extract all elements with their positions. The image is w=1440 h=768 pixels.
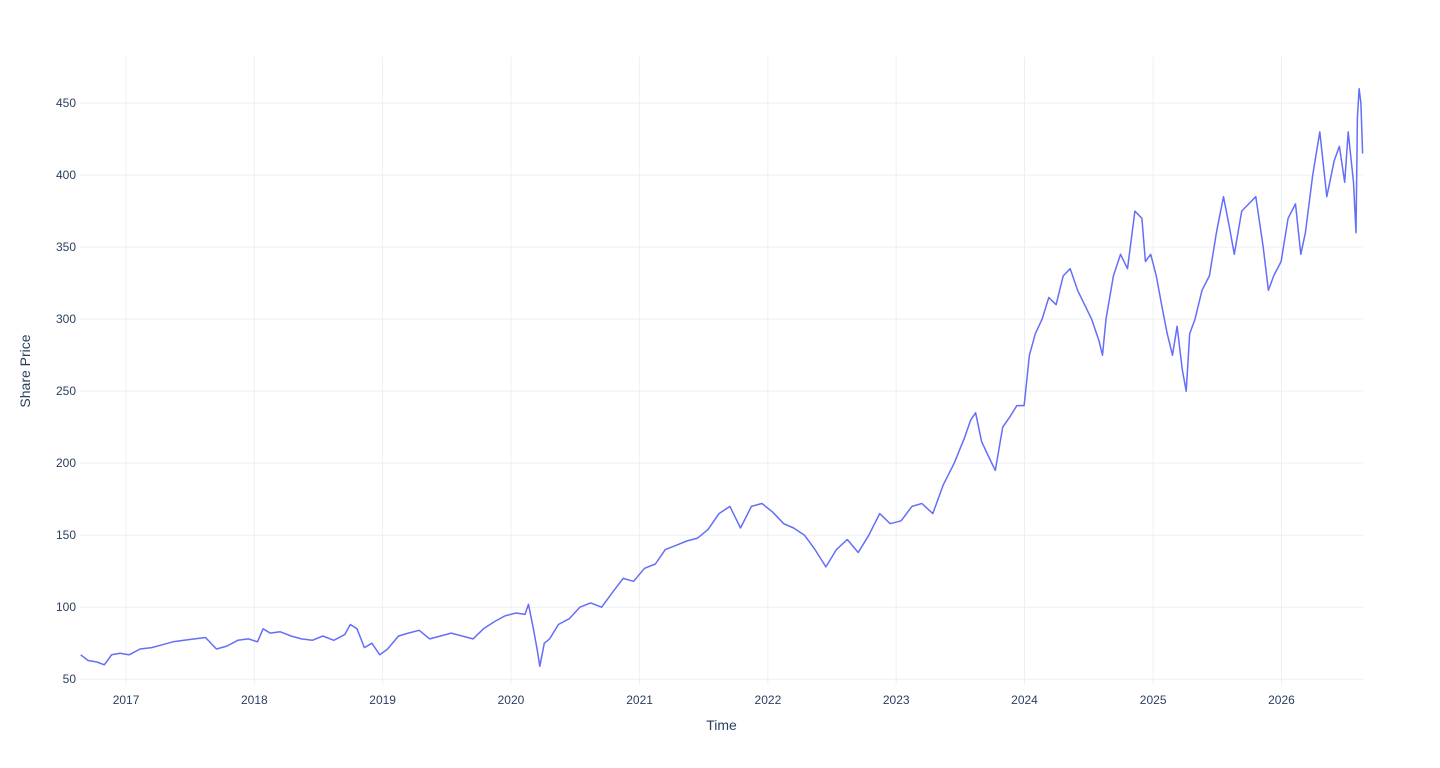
series-layer — [80, 87, 1364, 668]
y-tick-label: 250 — [56, 384, 76, 398]
x-tick-label: 2021 — [626, 693, 653, 707]
y-tick-label: 450 — [56, 96, 76, 110]
y-tick-label: 300 — [56, 312, 76, 326]
x-tick-label: 2018 — [241, 693, 268, 707]
x-tick-label: 2025 — [1140, 693, 1167, 707]
y-axis-title: Share Price — [17, 334, 33, 407]
x-tick-label: 2020 — [498, 693, 525, 707]
x-tick-label: 2017 — [113, 693, 140, 707]
series-line — [80, 87, 1364, 668]
y-tick-label: 150 — [56, 528, 76, 542]
y-tick-label: 350 — [56, 240, 76, 254]
y-tick-label: 100 — [56, 600, 76, 614]
x-tick-label: 2024 — [1011, 693, 1038, 707]
x-tick-label: 2022 — [755, 693, 782, 707]
y-tick-labels: 50 100 150 200 250 300 350 400 450 — [56, 96, 76, 686]
y-tick-label: 400 — [56, 168, 76, 182]
y-tick-label: 200 — [56, 456, 76, 470]
x-gridlines — [125, 57, 1282, 685]
x-tick-label: 2019 — [369, 693, 396, 707]
x-tick-label: 2023 — [883, 693, 910, 707]
x-axis-title: Time — [706, 717, 737, 733]
x-tick-label: 2026 — [1268, 693, 1295, 707]
x-tick-labels: 2017 2018 2019 2020 2021 2022 2023 2024 2025 2026 — [113, 693, 1295, 707]
y-tick-label: 50 — [63, 672, 77, 686]
y-gridlines — [80, 102, 1363, 680]
